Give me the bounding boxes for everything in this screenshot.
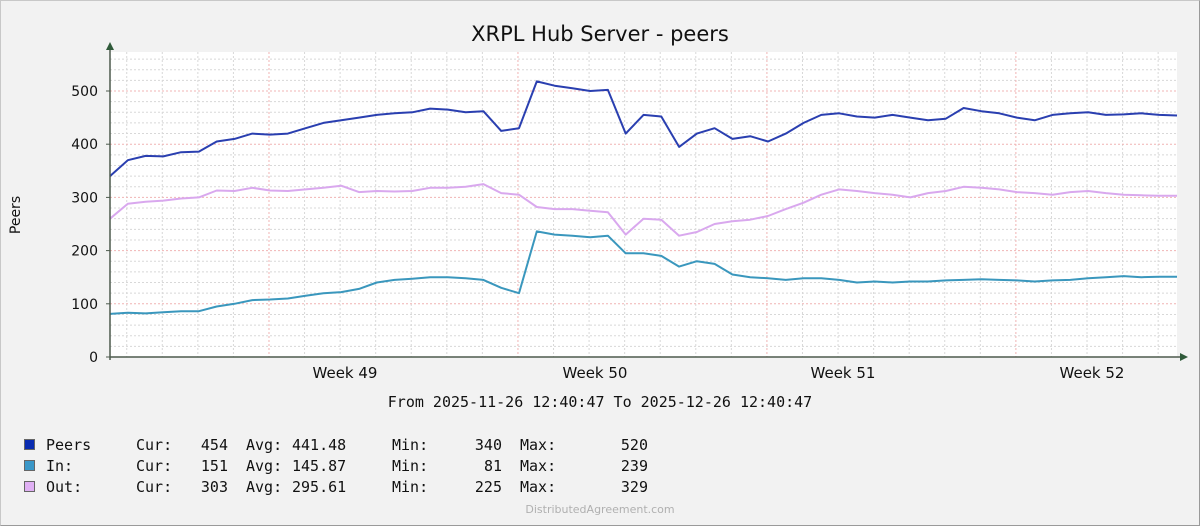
peers-line — [109, 80, 1178, 177]
legend-min-label: Min: — [392, 477, 429, 496]
legend-cur-label: Cur: — [136, 477, 173, 496]
legend-series-name: Out: — [46, 477, 83, 496]
legend-avg-value: 295.61 — [292, 477, 347, 496]
out-swatch-icon — [24, 481, 35, 492]
legend-avg-label: Avg: — [246, 477, 283, 496]
y-axis-arrow-icon — [106, 42, 114, 50]
in-line — [109, 230, 1177, 315]
svg-text:Week 49: Week 49 — [313, 364, 378, 382]
svg-text:500: 500 — [71, 84, 98, 100]
watermark: DistributedAgreement.com — [525, 503, 675, 516]
legend-min-label: Min: — [392, 456, 429, 475]
svg-text:0: 0 — [89, 350, 98, 366]
plot-background — [110, 52, 1177, 357]
x-axis-arrow-icon — [1180, 353, 1188, 361]
svg-text:Week 50: Week 50 — [563, 364, 628, 382]
legend-cur-value: 454 — [200, 435, 228, 454]
legend-avg-value: 441.48 — [292, 435, 347, 454]
legend-row-in: In: Cur: 151 Avg: 145.87 Min: 81 Max: 23… — [24, 455, 648, 476]
legend-avg-label: Avg: — [246, 456, 283, 475]
legend-max-label: Max: — [520, 435, 557, 454]
svg-text:200: 200 — [71, 244, 98, 260]
legend-cur-value: 303 — [200, 477, 228, 496]
major-grid — [110, 52, 1177, 357]
time-range-label: From 2025-11-26 12:40:47 To 2025-12-26 1… — [387, 393, 813, 411]
svg-text:400: 400 — [71, 137, 98, 153]
chart-title: XRPL Hub Server - peers — [471, 22, 729, 46]
legend-min-label: Min: — [392, 435, 429, 454]
legend-row-peers: Peers Cur: 454 Avg: 441.48 Min: 340 Max:… — [24, 434, 648, 455]
legend-max-label: Max: — [520, 456, 557, 475]
svg-text:300: 300 — [71, 190, 98, 206]
legend-max-value: 520 — [620, 435, 648, 454]
legend-max-value: 239 — [620, 456, 648, 475]
svg-text:100: 100 — [71, 297, 98, 313]
legend-avg-label: Avg: — [246, 435, 283, 454]
legend-cur-label: Cur: — [136, 456, 173, 475]
x-axis-ticks: Week 49 Week 50 Week 51 Week 52 — [313, 364, 1125, 382]
legend-min-value: 225 — [474, 477, 502, 496]
legend-series-name: In: — [46, 456, 74, 475]
out-line — [109, 183, 1177, 237]
legend-min-value: 340 — [474, 435, 502, 454]
data-series — [109, 80, 1178, 315]
legend-max-value: 329 — [620, 477, 648, 496]
legend-cur-label: Cur: — [136, 435, 173, 454]
svg-text:Week 51: Week 51 — [811, 364, 876, 382]
legend: Peers Cur: 454 Avg: 441.48 Min: 340 Max:… — [24, 434, 648, 497]
peers-swatch-icon — [24, 439, 35, 450]
in-swatch-icon — [24, 460, 35, 471]
legend-max-label: Max: — [520, 477, 557, 496]
minor-grid — [110, 52, 1177, 357]
y-axis-ticks: 0 100 200 300 400 500 — [71, 84, 110, 366]
legend-cur-value: 151 — [200, 456, 228, 475]
svg-text:Week 52: Week 52 — [1060, 364, 1125, 382]
legend-avg-value: 145.87 — [292, 456, 347, 475]
legend-min-value: 81 — [483, 456, 502, 475]
legend-row-out: Out: Cur: 303 Avg: 295.61 Min: 225 Max: … — [24, 476, 648, 497]
legend-series-name: Peers — [46, 435, 92, 454]
